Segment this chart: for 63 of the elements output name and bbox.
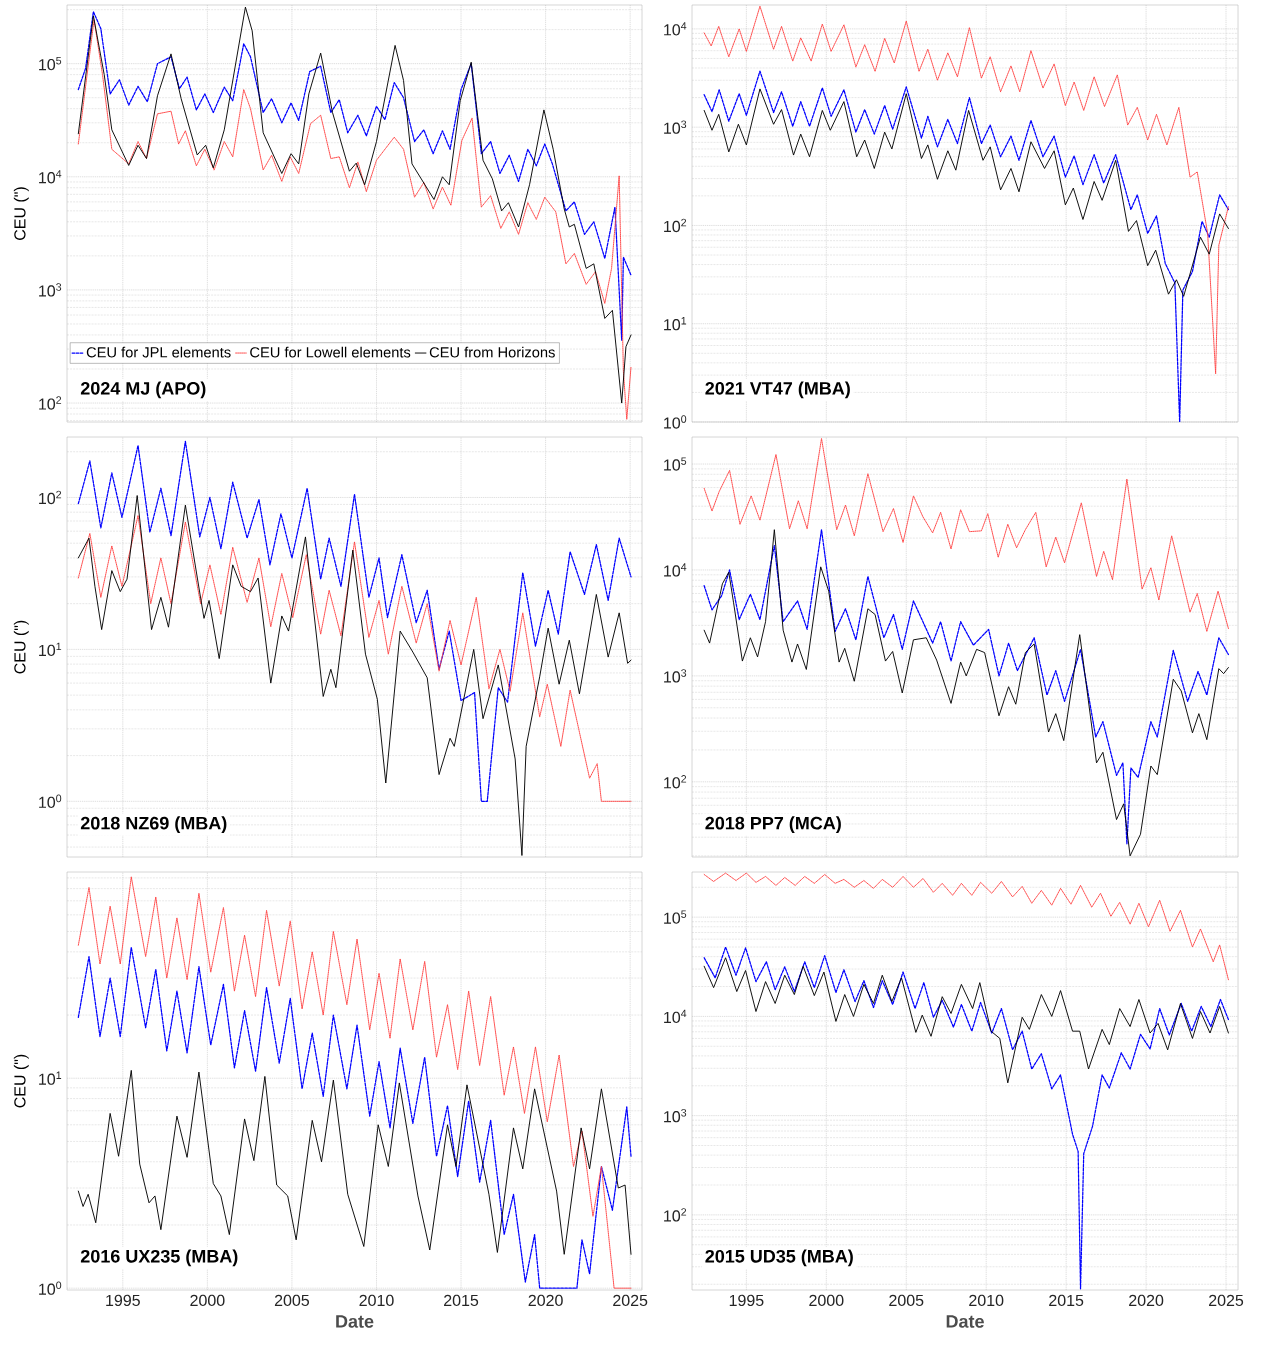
legend-label: CEU for JPL elements — [86, 346, 231, 358]
line-series — [703, 5, 1229, 375]
y-tick-label: 10$^{0}$ — [664, 415, 687, 429]
y-tick-label: 10$^{3}$ — [664, 1108, 687, 1123]
line-series — [703, 957, 1229, 1084]
line-series — [77, 946, 632, 1289]
y-tick-label: 10$^{5}$ — [664, 910, 687, 924]
x-axis-title: Date — [946, 1315, 984, 1328]
x-tick-label: 1995 — [106, 1294, 140, 1307]
y-tick-label: 10$^{1}$ — [664, 317, 687, 331]
line-series — [77, 495, 632, 856]
line-series — [77, 876, 632, 1289]
y-tick-label: 10$^{3}$ — [664, 669, 687, 683]
x-tick-label: 2005 — [274, 1294, 310, 1307]
y-tick-label: 10$^{2}$ — [39, 396, 62, 410]
text: 2024 MJ (APO) — [80, 381, 206, 399]
line-series — [703, 946, 1230, 1290]
x-tick-label: 2015 — [1049, 1294, 1084, 1307]
x-tick-label: 2020 — [1129, 1294, 1164, 1307]
y-axis-title: CEU (") — [13, 1054, 29, 1108]
line-series — [703, 872, 1229, 981]
x-tick-label: 2010 — [359, 1294, 394, 1307]
text: 2018 PP7 (MCA) — [705, 816, 841, 834]
x-tick-label: 2000 — [190, 1294, 225, 1307]
y-tick-label: 10$^{5}$ — [39, 57, 62, 71]
y-tick-label: 10$^{2}$ — [39, 490, 62, 505]
x-tick-label: 2000 — [809, 1294, 844, 1307]
legend-label: CEU for Lowell elements — [250, 346, 411, 358]
text: 2021 VT47 (MBA) — [705, 381, 850, 399]
y-tick-label: 10$^{4}$ — [664, 1009, 687, 1024]
line-series — [77, 440, 632, 802]
line-series — [77, 11, 632, 341]
x-tick-label: 2025 — [613, 1294, 648, 1307]
y-tick-label: 10$^{4}$ — [664, 22, 687, 36]
x-tick-label: 2005 — [889, 1294, 924, 1307]
y-tick-label: 10$^{1}$ — [39, 1071, 62, 1085]
legend-label: CEU from Horizons — [429, 346, 555, 358]
y-tick-label: 10$^{0}$ — [39, 794, 62, 809]
y-tick-label: 10$^{4}$ — [664, 563, 687, 577]
text: 2016 UX235 (MBA) — [80, 1249, 238, 1267]
line-series — [703, 70, 1230, 422]
y-tick-label: 10$^{2}$ — [664, 775, 687, 789]
line-series — [703, 88, 1229, 297]
y-axis-title: CEU (") — [13, 620, 29, 674]
x-tick-label: 2025 — [1209, 1294, 1244, 1307]
y-tick-label: 10$^{0}$ — [39, 1281, 62, 1295]
x-tick-label: 1995 — [729, 1294, 764, 1307]
x-tick-label: 2020 — [528, 1294, 563, 1307]
line-series — [703, 438, 1229, 632]
text: 2015 UD35 (MBA) — [705, 1249, 853, 1267]
y-tick-label: 10$^{3}$ — [664, 120, 687, 134]
y-tick-label: 10$^{2}$ — [664, 218, 687, 233]
y-tick-label: 10$^{3}$ — [39, 283, 62, 297]
y-tick-label: 10$^{1}$ — [39, 642, 62, 657]
line-series — [77, 515, 632, 802]
text: 2018 NZ69 (MBA) — [80, 816, 227, 834]
y-tick-label: 10$^{4}$ — [39, 170, 62, 184]
y-tick-label: 10$^{5}$ — [664, 457, 687, 471]
x-tick-label: 2015 — [444, 1294, 479, 1307]
y-axis-title: CEU (") — [13, 187, 29, 240]
y-tick-label: 10$^{2}$ — [664, 1208, 687, 1222]
x-tick-label: 2010 — [969, 1294, 1004, 1307]
x-axis-title: Date — [336, 1315, 374, 1328]
